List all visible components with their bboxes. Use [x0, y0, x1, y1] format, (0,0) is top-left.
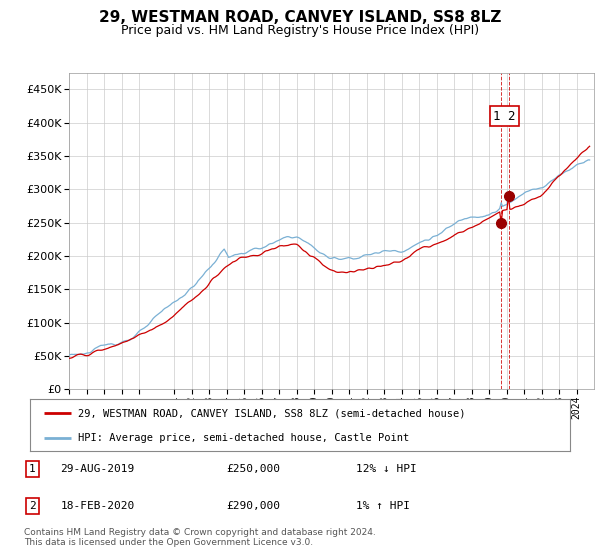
Text: 29, WESTMAN ROAD, CANVEY ISLAND, SS8 8LZ (semi-detached house): 29, WESTMAN ROAD, CANVEY ISLAND, SS8 8LZ…: [77, 408, 465, 418]
Text: 29-AUG-2019: 29-AUG-2019: [60, 464, 134, 474]
Text: 2: 2: [29, 501, 35, 511]
Text: 18-FEB-2020: 18-FEB-2020: [60, 501, 134, 511]
Text: 1: 1: [29, 464, 35, 474]
Text: Price paid vs. HM Land Registry's House Price Index (HPI): Price paid vs. HM Land Registry's House …: [121, 24, 479, 36]
Text: 12% ↓ HPI: 12% ↓ HPI: [356, 464, 417, 474]
Text: HPI: Average price, semi-detached house, Castle Point: HPI: Average price, semi-detached house,…: [77, 433, 409, 443]
Text: Contains HM Land Registry data © Crown copyright and database right 2024.
This d: Contains HM Land Registry data © Crown c…: [24, 528, 376, 547]
Text: £250,000: £250,000: [227, 464, 281, 474]
Text: 29, WESTMAN ROAD, CANVEY ISLAND, SS8 8LZ: 29, WESTMAN ROAD, CANVEY ISLAND, SS8 8LZ: [99, 10, 501, 25]
Text: 1 2: 1 2: [493, 110, 516, 123]
Text: £290,000: £290,000: [227, 501, 281, 511]
Text: 1% ↑ HPI: 1% ↑ HPI: [356, 501, 410, 511]
